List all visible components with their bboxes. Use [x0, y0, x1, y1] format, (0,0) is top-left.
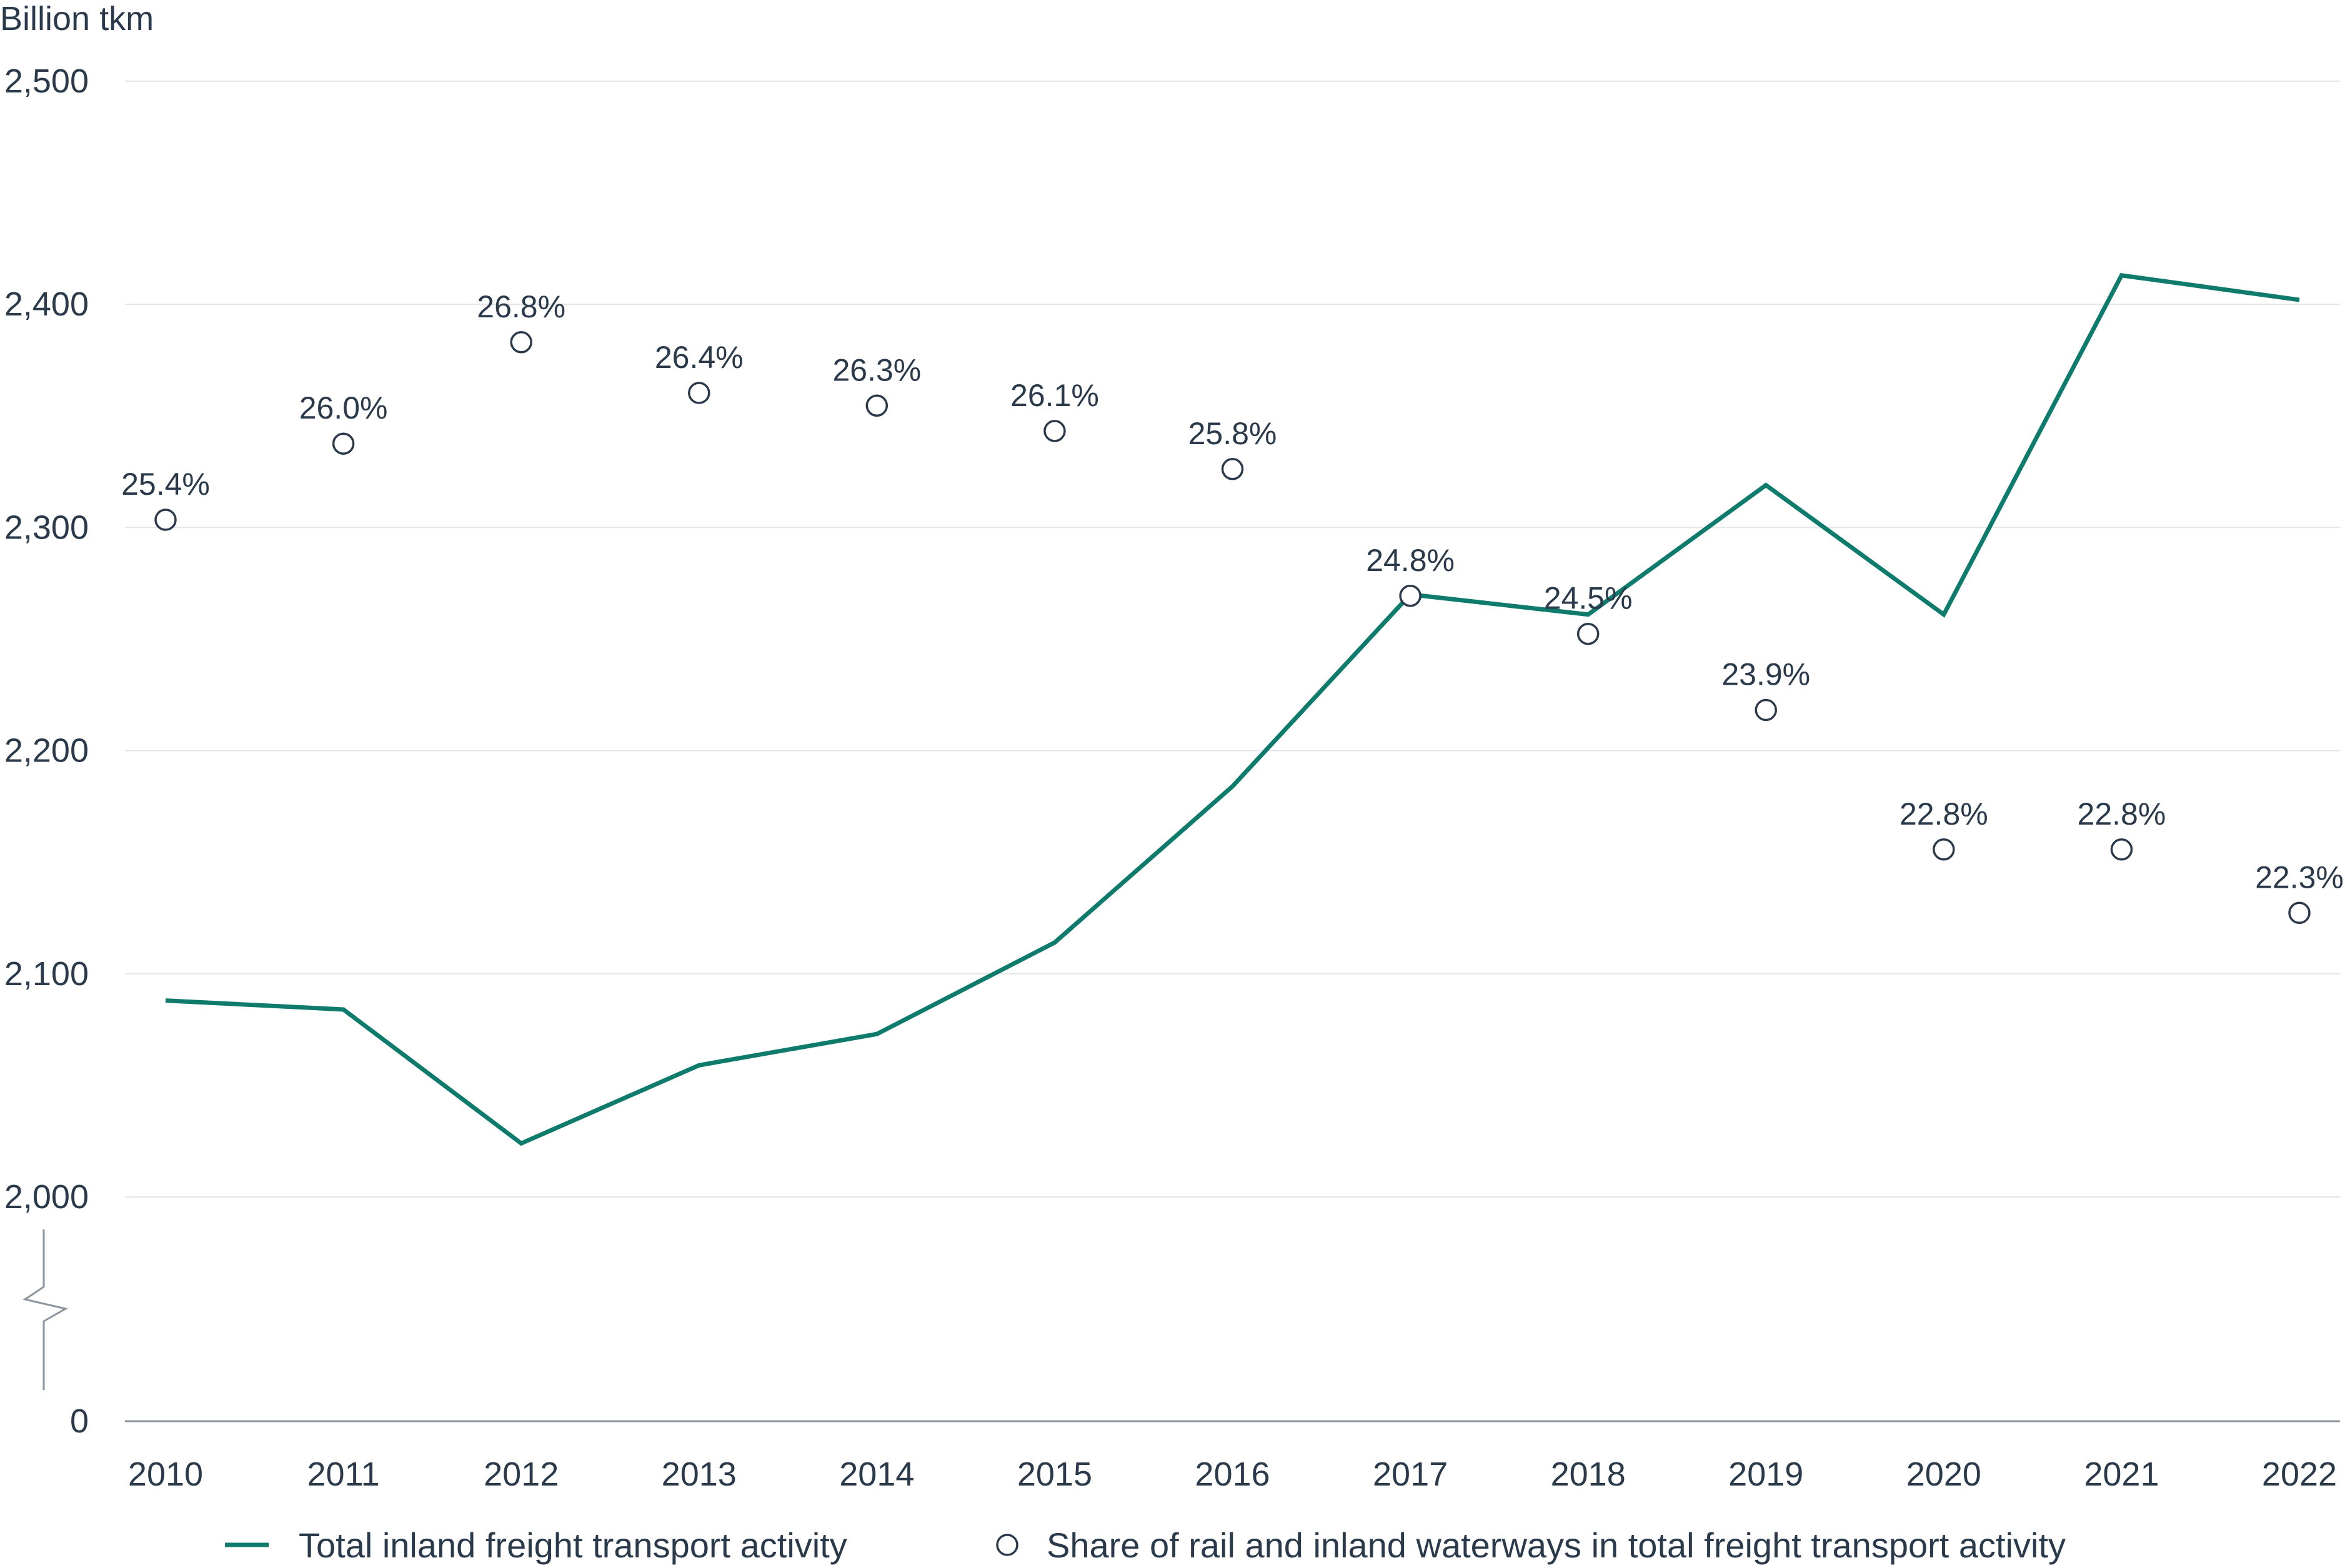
- x-tick-label: 2019: [1728, 1456, 1803, 1493]
- share-marker: [1755, 698, 1777, 722]
- legend: Total inland freight transport activity S…: [225, 1526, 2066, 1565]
- y-axis-label: Billion tkm: [0, 0, 154, 37]
- x-tick-label: 2022: [2262, 1456, 2337, 1493]
- x-tick-label: 2020: [1906, 1456, 1981, 1493]
- series-line-total-freight: [165, 272, 2300, 1146]
- share-marker: [1043, 420, 1066, 442]
- share-marker: [1576, 622, 1600, 645]
- gridlines: [125, 81, 2340, 1422]
- y-tick-label: 2,500: [4, 62, 89, 100]
- x-tick-label: 2014: [839, 1456, 914, 1493]
- share-marker: [1221, 458, 1244, 480]
- y-tick-label: 2,400: [4, 285, 89, 323]
- x-tick-label: 2016: [1195, 1456, 1270, 1493]
- share-data-label: 26.1%: [1010, 378, 1099, 413]
- y-tick-label: 2,100: [4, 955, 89, 993]
- share-marker: [2110, 838, 2133, 861]
- x-tick-label: 2015: [1017, 1456, 1092, 1493]
- share-data-label: 26.8%: [477, 289, 565, 324]
- share-marker: [332, 432, 355, 455]
- share-marker: [688, 382, 710, 404]
- x-axis-ticks: 2010 2011 2012 2013 2014 2015 2016 2017 2018 2019…: [128, 1456, 2337, 1493]
- x-tick-label: 2018: [1551, 1456, 1626, 1493]
- share-data-label: 22.8%: [1899, 796, 1988, 831]
- share-data-label: 26.4%: [655, 340, 744, 375]
- share-data-label: 24.8%: [1366, 543, 1455, 578]
- share-data-label: 26.0%: [299, 390, 388, 425]
- share-data-label: 22.3%: [2255, 860, 2344, 895]
- axis-break-mark: [22, 1229, 69, 1390]
- share-marker: [865, 394, 889, 417]
- series-layer: 25.4% 26.0% 26.8% 26.4% 26.3% 26.1% 25.8% 24.8%…: [121, 272, 2344, 1146]
- y-axis-ticks: 0 2,000 2,100 2,200 2,300 2,400 2,500: [4, 62, 89, 1440]
- y-tick-label: 2,000: [4, 1178, 89, 1216]
- share-data-label: 23.9%: [1721, 657, 1810, 692]
- y-tick-label: 2,200: [4, 732, 89, 770]
- share-marker: [154, 509, 177, 531]
- share-marker: [1399, 585, 1421, 607]
- share-marker: [1933, 838, 1955, 861]
- x-tick-label: 2013: [662, 1456, 737, 1493]
- y-axis-break: [22, 1229, 69, 1390]
- share-marker: [510, 331, 532, 354]
- legend-swatch-marker: [996, 1534, 1018, 1556]
- x-tick-label: 2017: [1373, 1456, 1448, 1493]
- share-data-label: 25.8%: [1188, 416, 1277, 451]
- y-tick-label: 0: [70, 1402, 89, 1440]
- x-tick-label: 2010: [128, 1456, 203, 1493]
- x-tick-label: 2012: [484, 1456, 559, 1493]
- x-tick-label: 2021: [2084, 1456, 2159, 1493]
- share-data-label: 22.8%: [2078, 796, 2166, 831]
- legend-label-line: Total inland freight transport activity: [299, 1526, 847, 1565]
- y-tick-label: 2,300: [4, 509, 89, 546]
- share-data-label: 24.5%: [1544, 581, 1633, 616]
- share-data-label: 26.3%: [832, 352, 921, 387]
- x-tick-label: 2011: [307, 1456, 380, 1493]
- legend-label-marker: Share of rail and inland waterways in to…: [1047, 1526, 2066, 1565]
- share-marker: [2288, 901, 2311, 925]
- share-data-label: 25.4%: [121, 467, 210, 502]
